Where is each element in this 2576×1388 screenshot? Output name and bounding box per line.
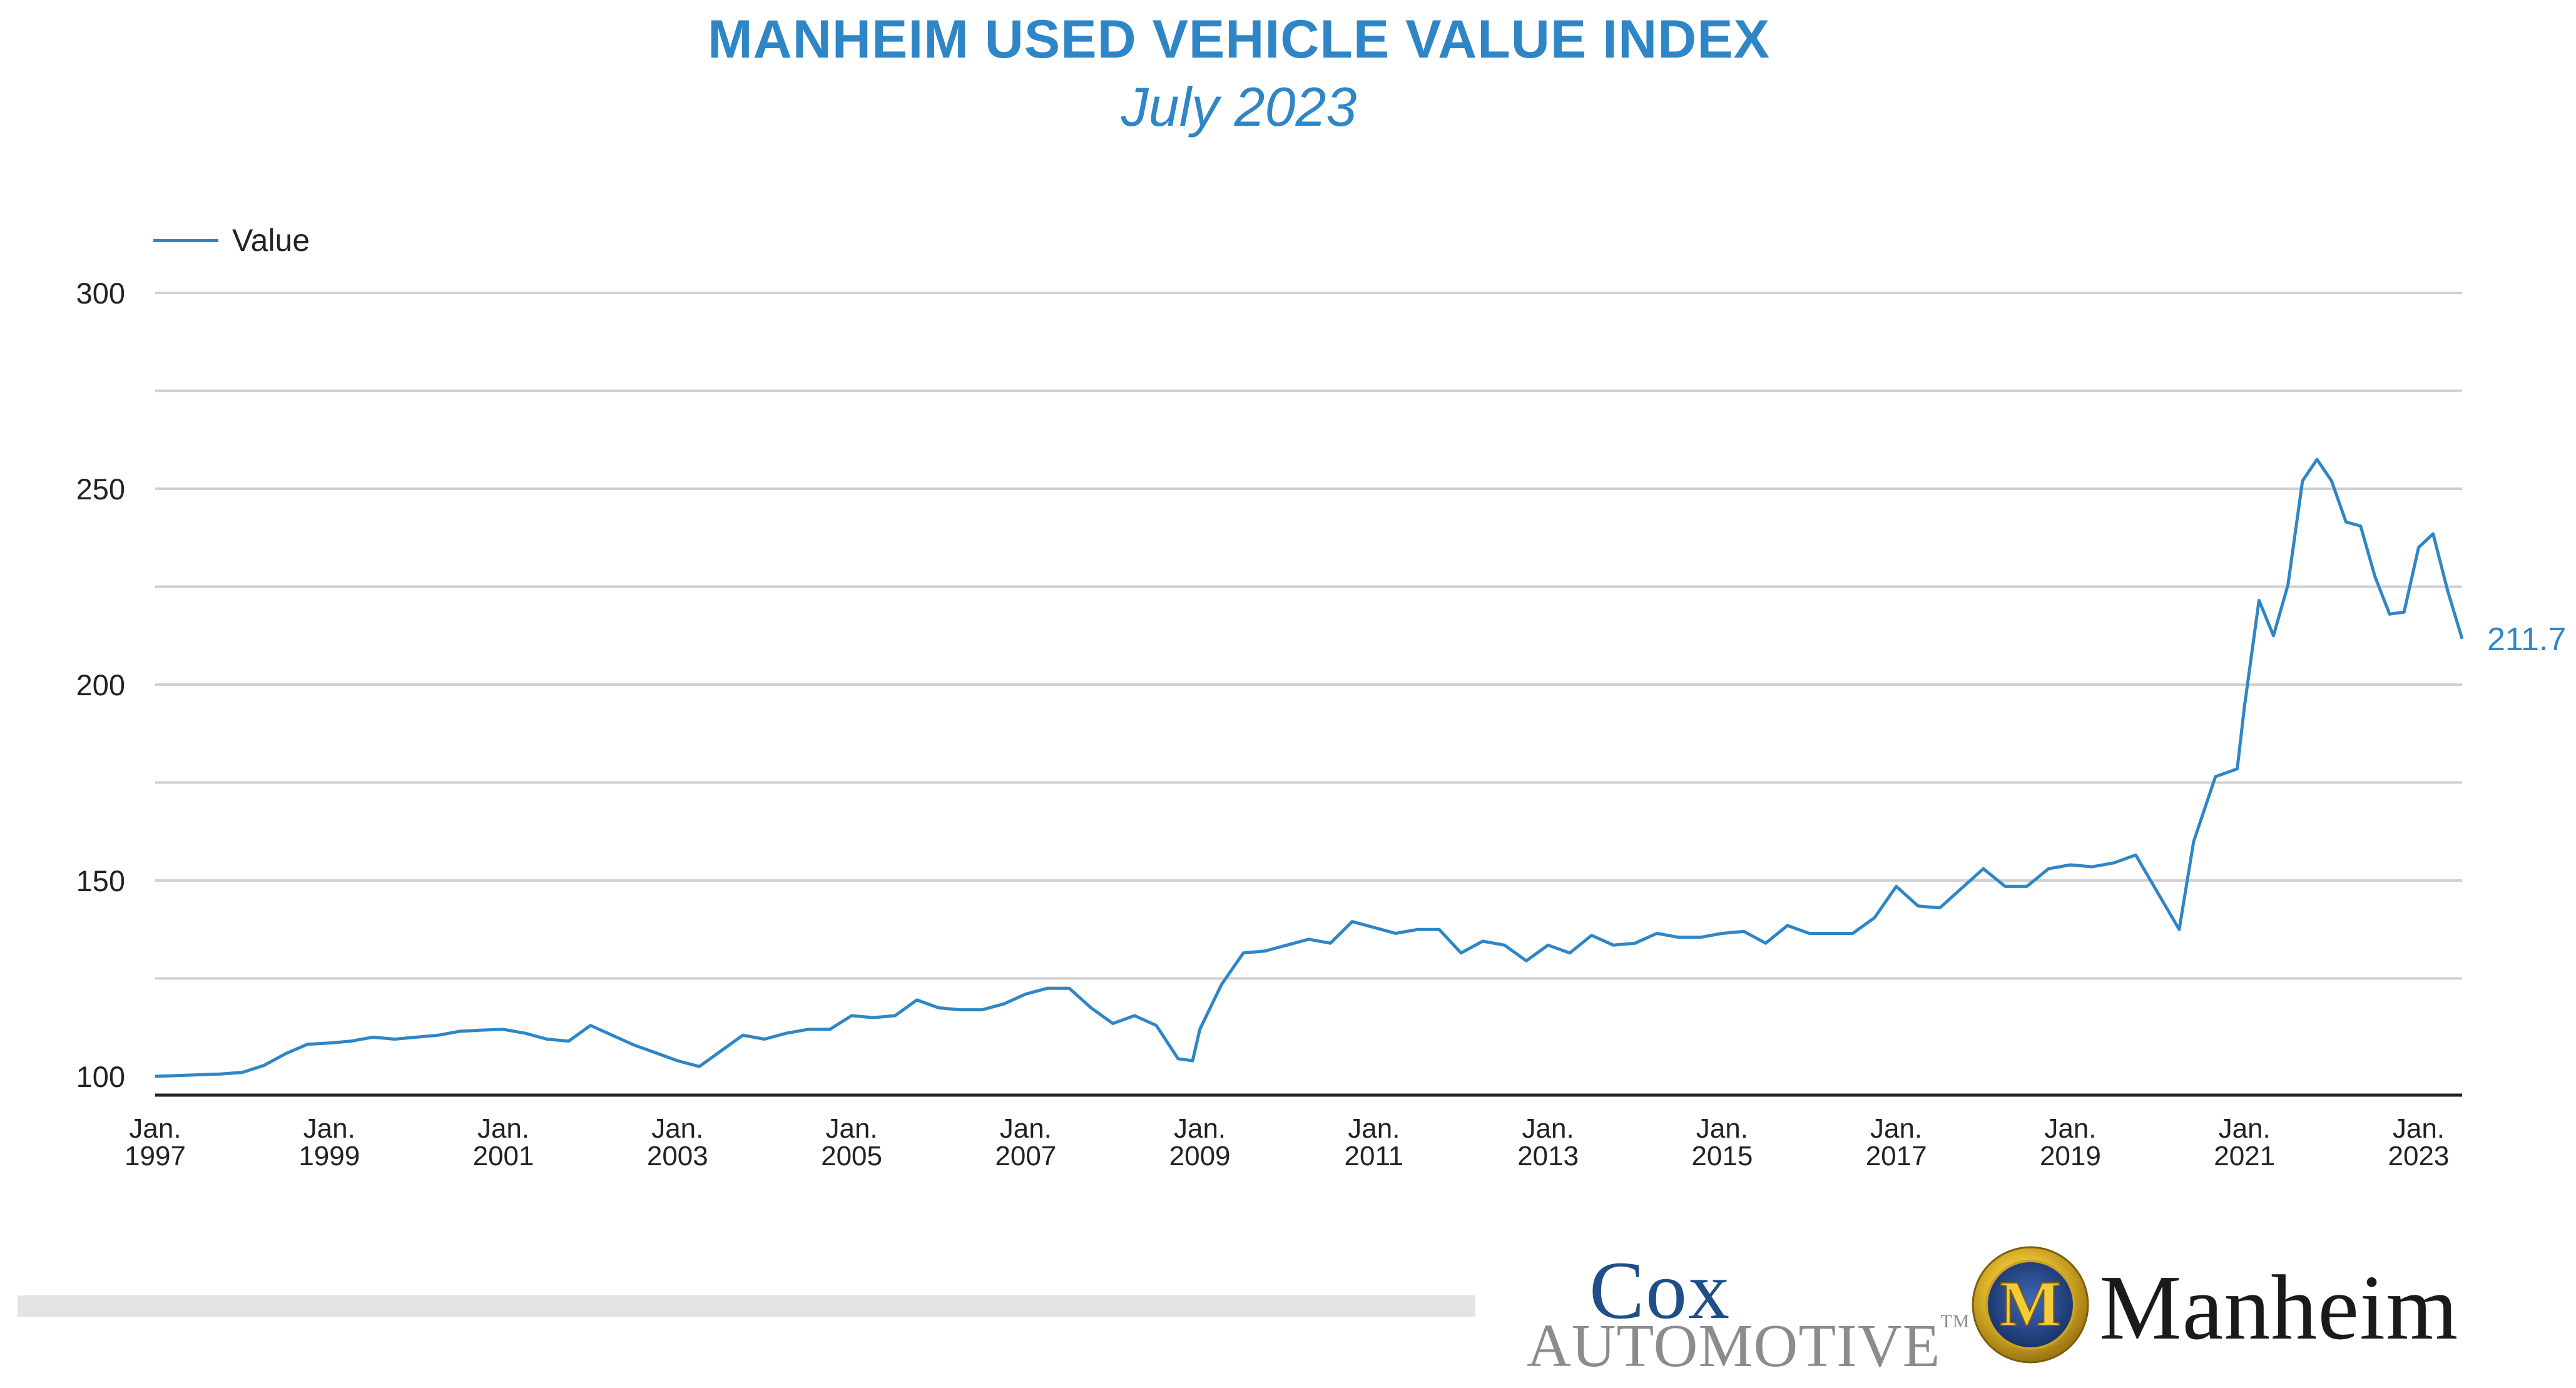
cox-logo-text: Cox [1589, 1244, 1731, 1336]
x-tick-year-label: 1999 [298, 1141, 360, 1171]
manheim-logo-text: Manheim [2099, 1257, 2459, 1359]
x-tick-month-label: Jan. [129, 1113, 181, 1144]
x-tick-month-label: Jan. [1174, 1113, 1226, 1144]
x-tick-year-label: 2023 [2388, 1141, 2449, 1171]
y-tick-label: 200 [76, 668, 125, 702]
series [155, 457, 2464, 1078]
x-tick-month-label: Jan. [1522, 1113, 1574, 1144]
axes: 100150200250300Jan.1997Jan.1999Jan.2001J… [76, 277, 2462, 1171]
manheim-emblem-icon: M [1972, 1246, 2089, 1364]
y-tick-label: 100 [76, 1060, 125, 1093]
x-tick-month-label: Jan. [2219, 1113, 2271, 1144]
legend-label: Value [232, 223, 310, 258]
x-tick-month-label: Jan. [1348, 1113, 1400, 1144]
x-tick-year-label: 2017 [1866, 1141, 1927, 1171]
x-tick-month-label: Jan. [651, 1113, 703, 1144]
x-tick-month-label: Jan. [303, 1113, 355, 1144]
line-chart: 100150200250300Jan.1997Jan.1999Jan.2001J… [76, 277, 2567, 1171]
x-tick-year-label: 2007 [995, 1141, 1056, 1171]
x-tick-month-label: Jan. [477, 1113, 529, 1144]
cox-automotive-logo: Cox AUTOMOTIVETM [1527, 1242, 1969, 1380]
x-tick-year-label: 2005 [821, 1141, 882, 1171]
legend-swatch [153, 238, 218, 242]
x-tick-month-label: Jan. [1870, 1113, 1922, 1144]
chart-title: MANHEIM USED VEHICLE VALUE INDEX [708, 9, 1770, 69]
end-value-label: 211.7 [2487, 621, 2566, 658]
y-tick-label: 300 [76, 277, 125, 310]
x-tick-year-label: 2019 [2040, 1141, 2101, 1171]
x-tick-year-label: 2011 [1345, 1141, 1404, 1171]
manheim-emblem-letter: M [2000, 1268, 2061, 1340]
x-tick-year-label: 2021 [2214, 1141, 2275, 1171]
x-tick-month-label: Jan. [825, 1113, 877, 1144]
x-tick-month-label: Jan. [2044, 1113, 2096, 1144]
x-tick-month-label: Jan. [1696, 1113, 1748, 1144]
automotive-logo-text: AUTOMOTIVETM [1527, 1311, 1970, 1381]
x-tick-month-label: Jan. [1000, 1113, 1052, 1144]
x-tick-year-label: 2001 [473, 1141, 534, 1171]
series-line-value [155, 457, 2464, 1078]
x-tick-year-label: 1997 [125, 1141, 186, 1171]
x-tick-month-label: Jan. [2393, 1113, 2445, 1144]
y-tick-label: 150 [76, 864, 125, 897]
x-tick-year-label: 2015 [1691, 1141, 1753, 1171]
trademark-mark: TM [1940, 1311, 1970, 1332]
footer-bar [18, 1295, 1475, 1317]
x-tick-year-label: 2009 [1169, 1141, 1231, 1171]
x-tick-year-label: 2003 [647, 1141, 708, 1171]
chart-subtitle: July 2023 [1121, 76, 1357, 138]
y-tick-label: 250 [76, 472, 125, 506]
x-tick-year-label: 2013 [1517, 1141, 1579, 1171]
automotive-word: AUTOMOTIVE [1527, 1312, 1941, 1380]
legend: Value [153, 222, 310, 258]
gridlines [155, 292, 2462, 980]
